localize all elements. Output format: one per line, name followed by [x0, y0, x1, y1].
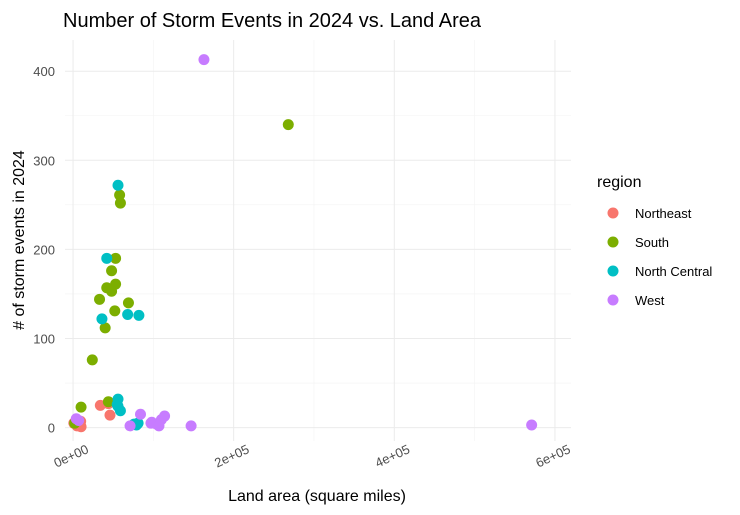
x-tick-label: 2e+05 — [212, 441, 251, 470]
chart-title: Number of Storm Events in 2024 vs. Land … — [63, 10, 482, 32]
legend-item-south: South — [607, 235, 669, 250]
data-point-south — [86, 354, 98, 366]
y-tick-label: 100 — [33, 332, 55, 347]
data-point-west — [134, 408, 146, 420]
data-point-north-central — [133, 309, 145, 321]
legend-label-northeast: Northeast — [635, 206, 692, 221]
legend-item-west: West — [607, 293, 665, 308]
x-axis-ticks: 0e+00 2e+05 4e+05 6e+05 — [51, 441, 572, 470]
x-tick-label: 4e+05 — [373, 441, 412, 470]
data-point-south — [282, 119, 294, 131]
x-axis-title: Land area (square miles) — [228, 488, 406, 505]
legend-key-south — [607, 236, 619, 248]
data-point-north-central — [111, 398, 123, 410]
legend-items: Northeast South North Central West — [607, 206, 712, 308]
x-tick-label: 6e+05 — [533, 441, 572, 470]
data-point-south — [109, 305, 121, 317]
data-point-north-central — [112, 179, 124, 191]
data-point-west — [73, 415, 85, 427]
data-point-south — [110, 252, 122, 264]
legend-item-northeast: Northeast — [607, 206, 692, 221]
y-axis-title: # of storm events in 2024 — [11, 150, 28, 330]
legend-key-west — [607, 294, 619, 306]
data-point-west — [185, 420, 197, 432]
data-point-south — [99, 322, 111, 334]
y-tick-label: 300 — [33, 153, 55, 168]
data-point-west — [526, 419, 538, 431]
data-point-south — [114, 197, 126, 209]
legend-key-northeast — [607, 207, 619, 219]
data-point-south — [106, 265, 118, 277]
data-point-south — [102, 396, 114, 408]
legend-label-south: South — [635, 235, 669, 250]
data-point-north-central — [122, 308, 134, 320]
legend-label-north-central: North Central — [635, 264, 712, 279]
x-tick-label: 0e+00 — [51, 441, 90, 470]
y-axis-ticks: 0 100 200 300 400 — [33, 64, 55, 435]
data-point-west — [198, 54, 210, 66]
gridlines — [65, 40, 571, 441]
y-tick-label: 200 — [33, 242, 55, 257]
data-point-north-central — [101, 252, 113, 264]
data-point-west — [153, 420, 165, 432]
data-point-west — [124, 420, 136, 432]
data-point-south — [122, 297, 134, 309]
plot-panel — [65, 40, 571, 441]
data-point-north-central — [96, 313, 108, 325]
legend-item-north-central: North Central — [607, 264, 712, 279]
legend-key-north-central — [607, 265, 619, 277]
data-points — [68, 54, 538, 433]
data-point-south — [106, 285, 118, 297]
legend-label-west: West — [635, 293, 665, 308]
y-tick-label: 0 — [48, 421, 55, 436]
data-point-south — [114, 189, 126, 201]
legend: region Northeast South North Central West — [597, 174, 712, 308]
data-point-south — [75, 401, 87, 413]
data-point-south — [94, 293, 106, 305]
data-point-northeast — [104, 409, 116, 421]
legend-title: region — [597, 174, 641, 191]
y-tick-label: 400 — [33, 64, 55, 79]
